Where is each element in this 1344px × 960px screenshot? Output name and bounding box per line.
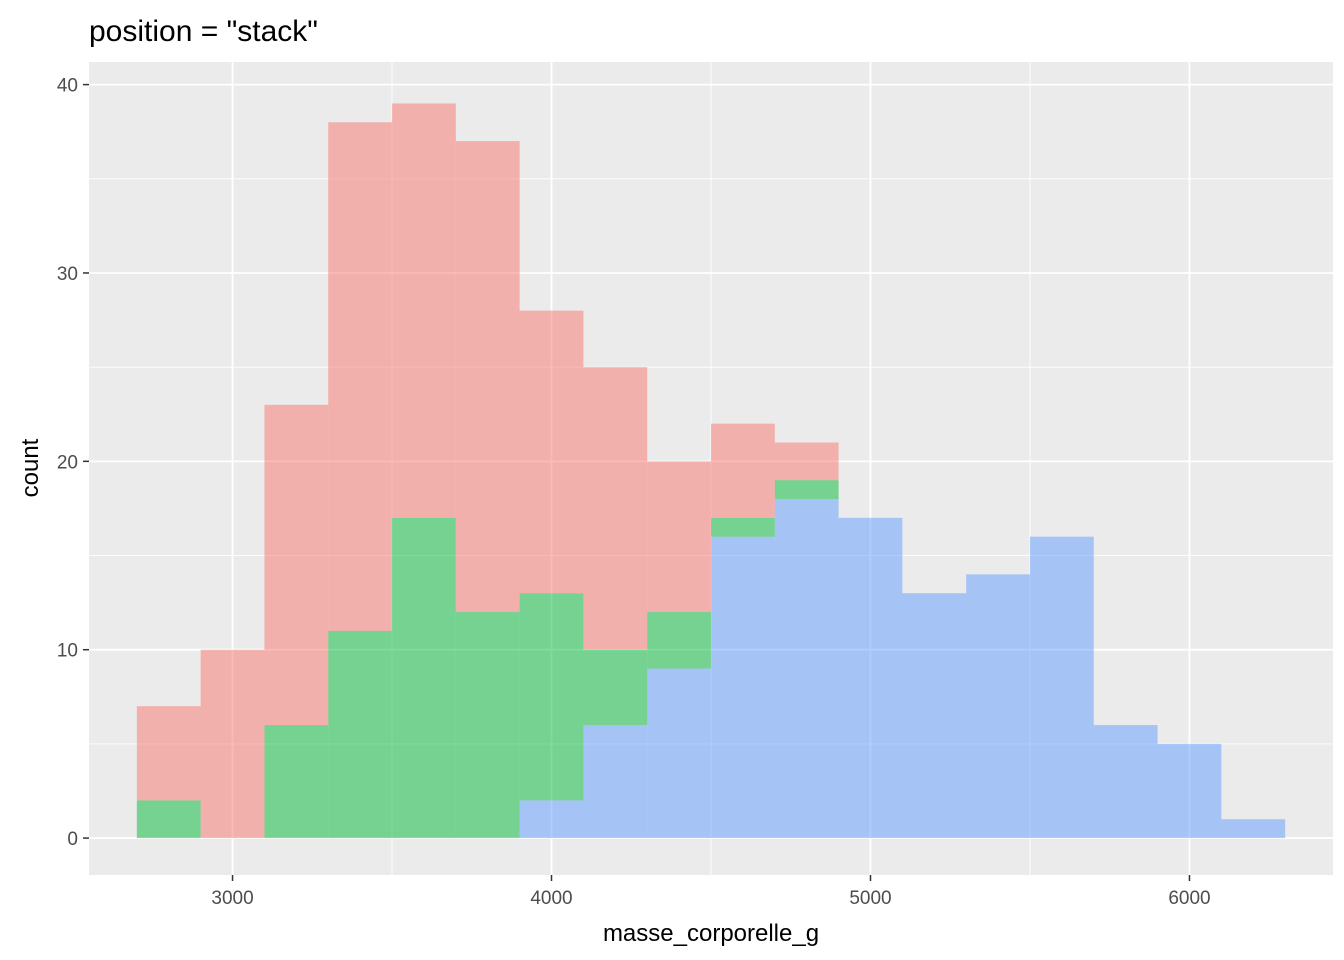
histogram-bar (711, 517, 775, 537)
x-axis: 3000 4000 5000 6000 (211, 875, 1211, 909)
y-tick-label: 20 (57, 452, 78, 473)
histogram-bar (264, 404, 329, 726)
y-tick-label: 40 (57, 76, 78, 97)
histogram-bar (328, 122, 393, 631)
histogram-bar (328, 630, 393, 839)
histogram-bar (1157, 743, 1222, 839)
histogram-bar (136, 706, 201, 801)
histogram-bar (392, 517, 456, 839)
histogram-bar (519, 593, 584, 801)
histogram-bar (966, 574, 1030, 839)
y-tick-label: 10 (57, 641, 78, 662)
histogram-bar (774, 442, 839, 481)
histogram-bar (583, 725, 648, 839)
histogram-bar (711, 536, 775, 839)
histogram-bar (392, 103, 456, 518)
histogram-bar (519, 310, 584, 594)
x-tick-label: 6000 (1168, 888, 1210, 909)
x-tick-label: 5000 (849, 888, 891, 909)
histogram-bar (1093, 725, 1158, 839)
histogram-bar (264, 725, 329, 839)
y-tick-label: 0 (67, 829, 78, 850)
histogram-bar (583, 649, 648, 726)
y-axis-title: count (17, 438, 44, 497)
histogram-bar (711, 423, 775, 518)
x-tick-label: 3000 (211, 888, 253, 909)
histogram-bar (519, 800, 584, 839)
x-tick-label: 4000 (530, 888, 572, 909)
histogram-bar (583, 367, 648, 650)
histogram-bar (774, 480, 839, 500)
histogram-bar (1221, 819, 1286, 839)
histogram-bar (647, 668, 711, 839)
y-axis: 0 10 20 30 40 (57, 76, 89, 850)
histogram-bar (838, 517, 903, 839)
chart-title: position = "stack" (89, 15, 318, 48)
histogram-bar (647, 461, 711, 613)
histogram-bar (902, 593, 967, 839)
histogram-bar (455, 612, 520, 839)
histogram-bars (136, 103, 1286, 839)
histogram-bar (647, 612, 711, 669)
histogram-bar (136, 800, 201, 839)
histogram-bar (1029, 536, 1094, 839)
y-tick-label: 30 (57, 264, 78, 285)
histogram-bar (200, 649, 265, 839)
histogram-bar (774, 499, 839, 839)
x-axis-title: masse_corporelle_g (603, 920, 819, 947)
histogram-bar (455, 141, 520, 613)
